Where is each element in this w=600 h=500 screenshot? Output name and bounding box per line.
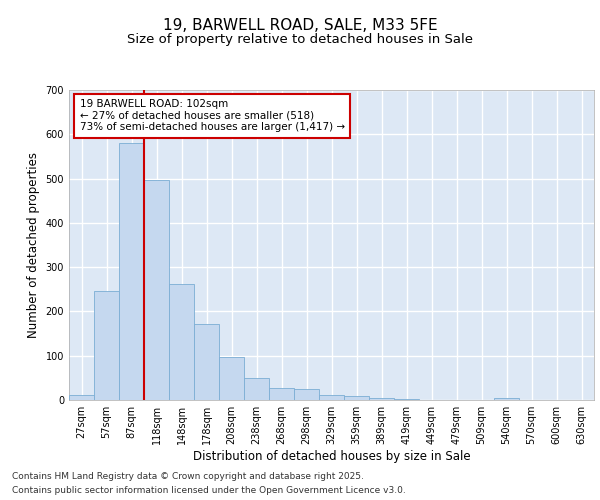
Text: Contains public sector information licensed under the Open Government Licence v3: Contains public sector information licen… — [12, 486, 406, 495]
Text: 19, BARWELL ROAD, SALE, M33 5FE: 19, BARWELL ROAD, SALE, M33 5FE — [163, 18, 437, 32]
Bar — [369, 398, 394, 400]
Text: 19 BARWELL ROAD: 102sqm
← 27% of detached houses are smaller (518)
73% of semi-d: 19 BARWELL ROAD: 102sqm ← 27% of detache… — [79, 100, 344, 132]
Bar — [269, 388, 294, 400]
Bar — [69, 394, 94, 400]
Text: Contains HM Land Registry data © Crown copyright and database right 2025.: Contains HM Land Registry data © Crown c… — [12, 472, 364, 481]
Text: Size of property relative to detached houses in Sale: Size of property relative to detached ho… — [127, 32, 473, 46]
Bar — [169, 284, 194, 400]
Bar — [144, 180, 169, 400]
Bar — [394, 399, 419, 400]
Bar — [94, 290, 119, 400]
Bar — [244, 378, 269, 400]
Bar — [119, 143, 144, 400]
Bar — [494, 398, 519, 400]
Bar — [344, 396, 369, 400]
Bar — [219, 358, 244, 400]
Bar — [194, 324, 219, 400]
Y-axis label: Number of detached properties: Number of detached properties — [27, 152, 40, 338]
Bar — [294, 389, 319, 400]
X-axis label: Distribution of detached houses by size in Sale: Distribution of detached houses by size … — [193, 450, 470, 463]
Bar — [319, 394, 344, 400]
